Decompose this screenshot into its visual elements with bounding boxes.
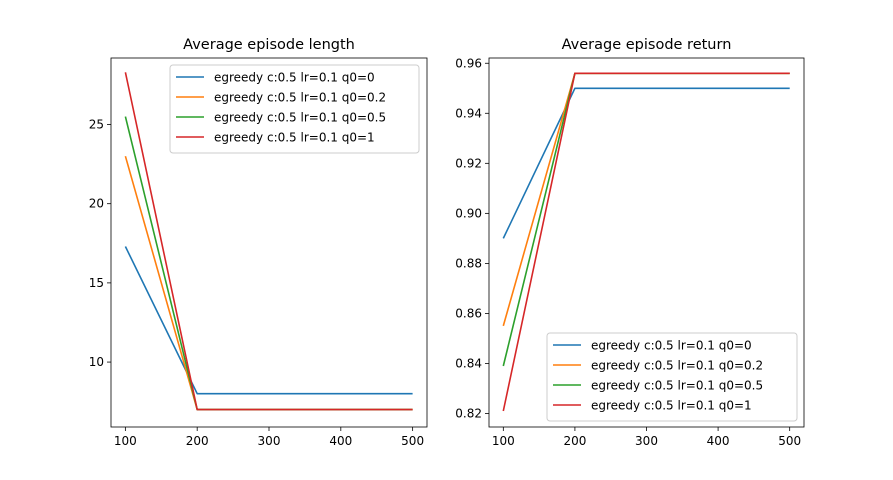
legend-box bbox=[546, 332, 798, 422]
x-tick-label: 200 bbox=[186, 434, 209, 448]
y-tick-label: 0.86 bbox=[455, 306, 482, 320]
chart-average-episode-return: Average episode return 100 200 300 400 500 0.8… bbox=[455, 37, 805, 448]
chart-average-episode-length: Average episode length 100 200 300 400 500 10 1… bbox=[89, 37, 428, 448]
y-tick-label: 0.96 bbox=[455, 56, 482, 70]
y-tick-label: 0.84 bbox=[455, 356, 482, 370]
legend-label-3: egreedy c:0.5 lr=0.1 q0=1 bbox=[591, 399, 752, 413]
legend-box bbox=[169, 64, 420, 154]
y-tick-label: 0.82 bbox=[455, 406, 482, 420]
legend: egreedy c:0.5 lr=0.1 q0=0 egreedy c:0.5 l… bbox=[169, 64, 420, 154]
series-line-3 bbox=[124, 72, 413, 411]
legend-label-3: egreedy c:0.5 lr=0.1 q0=1 bbox=[214, 131, 375, 145]
legend-label-1: egreedy c:0.5 lr=0.1 q0=0.2 bbox=[214, 91, 386, 105]
legend-label-0: egreedy c:0.5 lr=0.1 q0=0 bbox=[214, 71, 375, 85]
x-tick-label: 300 bbox=[258, 434, 281, 448]
chart-title: Average episode return bbox=[562, 37, 732, 53]
x-tick-label: 100 bbox=[114, 434, 137, 448]
plot-frame bbox=[110, 57, 428, 428]
legend-label-2: egreedy c:0.5 lr=0.1 q0=0.5 bbox=[214, 111, 386, 125]
y-tick-label: 15 bbox=[89, 276, 104, 290]
series-line-0 bbox=[124, 246, 413, 395]
chart-title: Average episode length bbox=[183, 37, 355, 53]
legend-label-0: egreedy c:0.5 lr=0.1 q0=0 bbox=[591, 339, 752, 353]
y-tick-label: 0.94 bbox=[455, 106, 482, 120]
y-tick-label: 20 bbox=[89, 197, 104, 211]
x-tick-label: 200 bbox=[563, 434, 586, 448]
x-tick-label: 500 bbox=[401, 434, 424, 448]
series-line-0 bbox=[502, 87, 790, 239]
legend: egreedy c:0.5 lr=0.1 q0=0 egreedy c:0.5 l… bbox=[546, 332, 798, 422]
x-tick-label: 500 bbox=[778, 434, 801, 448]
y-tick-label: 0.88 bbox=[455, 256, 482, 270]
series-line-3 bbox=[502, 72, 790, 412]
y-tick-label: 25 bbox=[89, 118, 104, 132]
x-tick-label: 400 bbox=[329, 434, 352, 448]
x-tick-label: 400 bbox=[707, 434, 730, 448]
x-tick-label: 100 bbox=[492, 434, 515, 448]
legend-label-1: egreedy c:0.5 lr=0.1 q0=0.2 bbox=[591, 359, 763, 373]
y-tick-label: 10 bbox=[89, 355, 104, 369]
y-tick-label: 0.92 bbox=[455, 156, 482, 170]
y-tick-label: 0.90 bbox=[455, 206, 482, 220]
x-tick-label: 300 bbox=[635, 434, 658, 448]
legend-label-2: egreedy c:0.5 lr=0.1 q0=0.5 bbox=[591, 379, 763, 393]
plot-frame bbox=[488, 57, 805, 428]
